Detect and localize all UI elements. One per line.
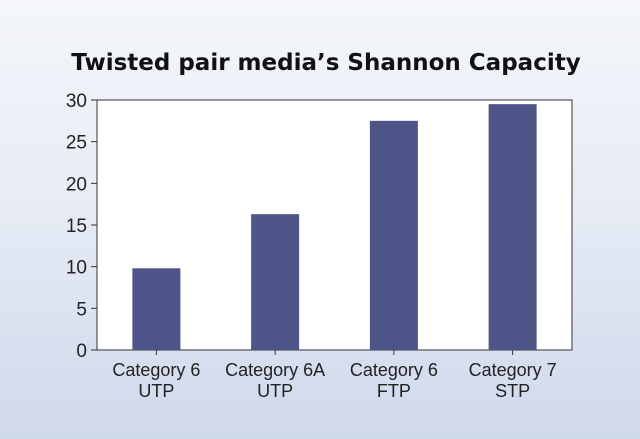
y-tick-label: 30	[66, 91, 87, 112]
y-tick-label: 20	[66, 174, 87, 195]
bars	[132, 104, 537, 351]
chart-title: Twisted pair media’s Shannon Capacity	[71, 50, 580, 76]
x-tick-label: STP	[495, 381, 530, 401]
x-tick-label: Category 6	[350, 360, 438, 380]
bar	[251, 214, 300, 350]
x-tick-label: Category 6	[112, 360, 200, 380]
y-tick-label: 25	[66, 133, 87, 154]
y-tick-label: 0	[76, 341, 87, 362]
bar	[488, 104, 537, 351]
x-tick-label: Category 6A	[225, 360, 325, 380]
x-tick-label: FTP	[377, 381, 411, 401]
y-tick-label: 5	[76, 299, 87, 320]
x-tick-label: Category 7	[469, 360, 557, 380]
x-tick-label: UTP	[138, 381, 174, 401]
y-tick-label: 15	[66, 216, 87, 237]
y-axis: 0 5 10 15 20 25 30	[66, 91, 97, 362]
x-tick-label: UTP	[257, 381, 293, 401]
y-tick-label: 10	[66, 258, 87, 279]
bar	[132, 268, 181, 350]
bar	[369, 120, 418, 350]
